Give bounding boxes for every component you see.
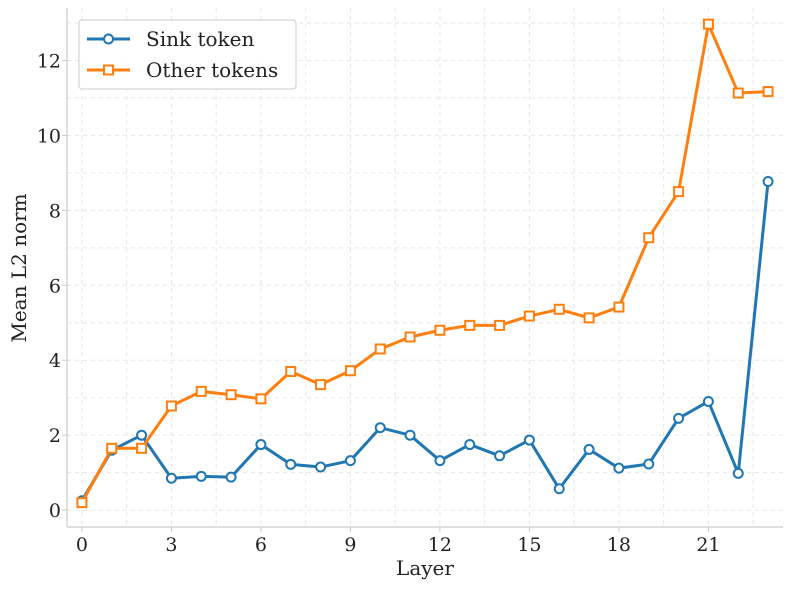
data-point xyxy=(494,319,506,331)
y-axis-title: Mean L2 norm xyxy=(7,193,31,342)
data-point xyxy=(374,422,386,434)
data-point xyxy=(523,434,535,446)
data-point xyxy=(225,471,237,483)
data-point xyxy=(464,319,476,331)
data-point xyxy=(344,365,356,377)
y-tick-label: 10 xyxy=(37,125,61,147)
data-point xyxy=(464,439,476,451)
data-point xyxy=(523,310,535,322)
y-tick-label: 0 xyxy=(49,500,61,522)
data-point xyxy=(732,467,744,479)
x-tick-label: 9 xyxy=(344,534,356,556)
x-tick-label: 21 xyxy=(696,534,720,556)
series-line xyxy=(80,22,770,505)
data-point xyxy=(315,379,327,391)
data-point xyxy=(195,385,207,397)
x-tick-labels: 0 3 6 9 12 15 18 21 xyxy=(76,527,721,556)
data-point xyxy=(374,343,386,355)
y-tick-label: 4 xyxy=(49,350,61,372)
data-point xyxy=(434,455,446,467)
data-point xyxy=(643,232,655,244)
data-point xyxy=(613,301,625,313)
data-point xyxy=(285,365,297,377)
data-point xyxy=(165,472,177,484)
data-point xyxy=(583,443,595,455)
data-point xyxy=(165,400,177,412)
data-point xyxy=(613,462,625,474)
y-tick-labels: 0 2 4 6 8 10 12 xyxy=(37,50,67,522)
data-point xyxy=(673,412,685,424)
data-point xyxy=(762,86,774,98)
x-tick-label: 0 xyxy=(76,534,88,556)
x-tick-label: 6 xyxy=(255,534,267,556)
legend-label: Sink token xyxy=(146,27,254,51)
data-point xyxy=(195,470,207,482)
data-point xyxy=(553,303,565,315)
x-tick-label: 12 xyxy=(428,534,452,556)
data-point xyxy=(404,331,416,343)
data-point xyxy=(255,393,267,405)
data-point xyxy=(434,324,446,336)
data-point xyxy=(762,175,774,187)
data-point xyxy=(76,497,88,509)
data-point xyxy=(643,458,655,470)
data-point xyxy=(285,458,297,470)
legend-item-other-tokens: Other tokens xyxy=(87,58,278,82)
x-tick-label: 3 xyxy=(165,534,177,556)
series xyxy=(76,18,774,509)
data-point xyxy=(494,450,506,462)
y-tick-label: 12 xyxy=(37,50,61,72)
series-line xyxy=(80,180,770,503)
legend-box xyxy=(78,19,297,90)
data-point xyxy=(315,461,327,473)
data-point xyxy=(702,395,714,407)
y-tick-label: 8 xyxy=(49,200,61,222)
legend: Sink token Other tokens xyxy=(78,19,297,90)
data-point xyxy=(732,87,744,99)
legend-swatch-marker xyxy=(103,64,114,76)
data-point xyxy=(136,429,148,441)
data-point xyxy=(404,429,416,441)
legend-label: Other tokens xyxy=(146,58,278,82)
x-axis-title: Layer xyxy=(396,556,454,580)
x-tick-label: 18 xyxy=(607,534,631,556)
data-point xyxy=(225,389,237,401)
data-point xyxy=(344,455,356,467)
data-point xyxy=(673,186,685,198)
data-point xyxy=(583,312,595,324)
y-tick-label: 2 xyxy=(49,425,61,447)
data-point xyxy=(702,18,714,30)
data-point xyxy=(136,442,148,454)
data-point xyxy=(106,442,118,454)
data-point xyxy=(255,439,267,451)
legend-item-sink-token: Sink token xyxy=(87,27,254,51)
axes xyxy=(66,8,783,528)
series-other-tokens xyxy=(76,18,774,509)
x-tick-label: 15 xyxy=(517,534,541,556)
series-sink-token xyxy=(76,175,774,507)
y-tick-label: 6 xyxy=(49,275,61,297)
grid xyxy=(67,8,783,527)
legend-swatch-marker xyxy=(103,33,114,45)
data-point xyxy=(553,483,565,495)
